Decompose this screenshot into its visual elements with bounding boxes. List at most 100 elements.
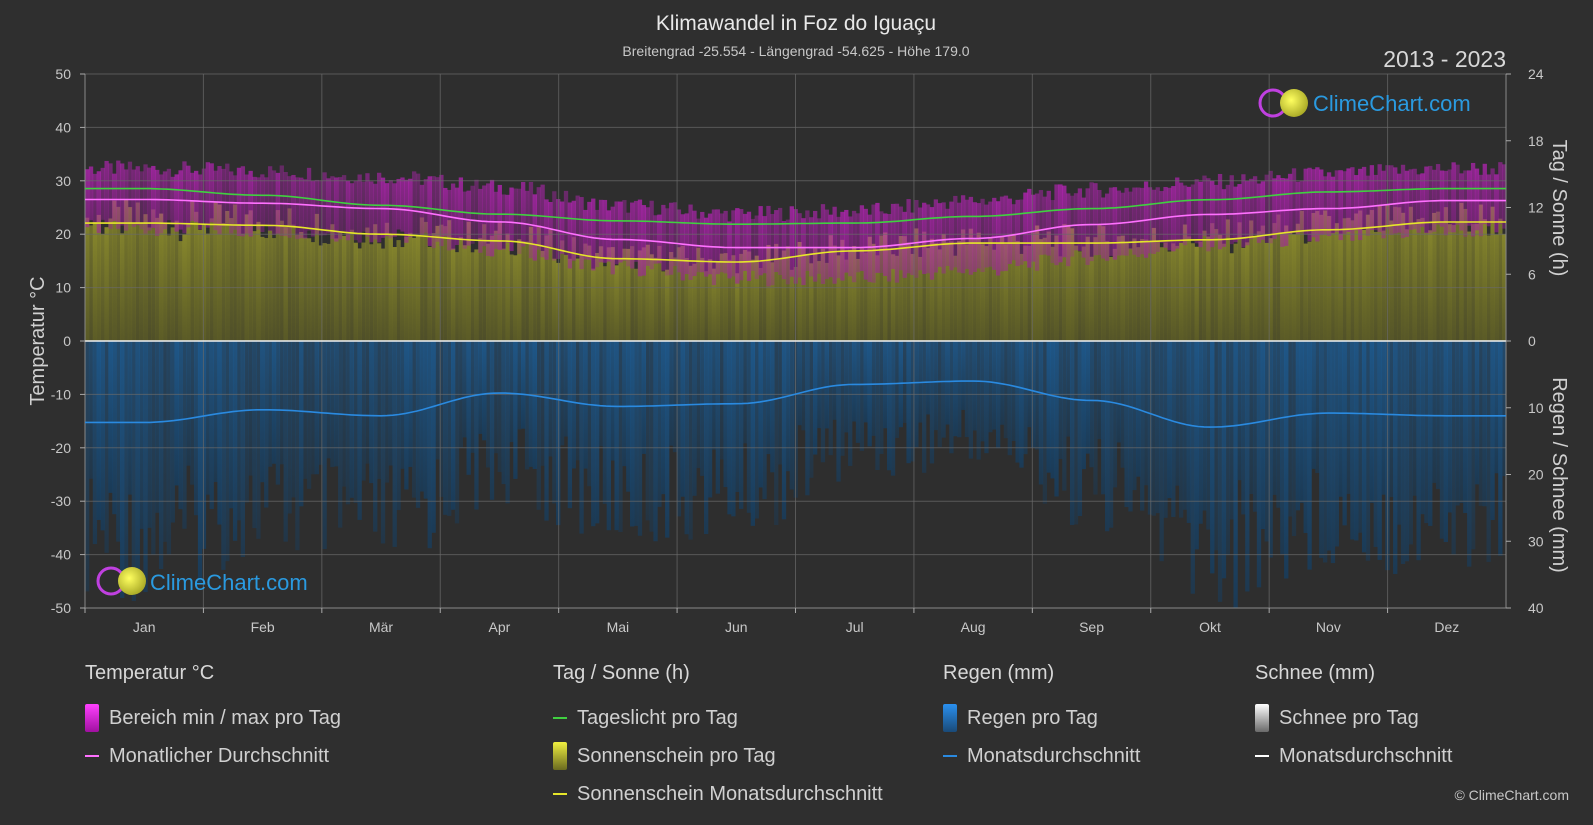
rain-day-bar [1112,341,1118,488]
temp-range-day-bar [883,213,888,276]
rain-day-bar [606,341,611,531]
legend-label: Regen pro Tag [967,706,1098,729]
rain-day-bar [676,341,682,517]
rain-day-bar [1190,341,1195,594]
temp-range-day-bar [236,167,242,236]
sunshine-day-bar [497,222,502,341]
sunshine-day-bar [326,243,331,341]
rain-day-bar [1124,341,1129,508]
sunshine-day-bar [151,209,156,341]
rain-day-bar [1046,341,1051,473]
rain-day-bar [563,341,569,437]
temp-range-day-bar [657,214,662,264]
rain-day-bar [1023,341,1028,455]
temp-range-day-bar [688,204,693,280]
year-range: 2013 - 2023 [1383,46,1506,72]
rain-day-bar [252,341,257,529]
rain-day-bar [1116,341,1121,443]
temp-range-day-bar [1416,174,1421,233]
sunshine-day-bar [174,220,179,341]
sunshine-day-bar [1432,212,1437,341]
rain-day-bar [774,341,779,525]
rain-day-bar [439,341,444,497]
rain-day-bar [665,341,670,538]
rain-day-bar [1159,341,1164,562]
temp-range-day-bar [723,210,728,274]
rain-day-bar [1303,341,1308,534]
rain-day-bar [957,341,962,438]
legend-swatch [943,704,957,732]
right-top-axis-title: Tag / Sonne (h) [1548,140,1570,277]
sunshine-day-bar [376,243,382,341]
temp-range-day-bar [855,213,861,273]
sunshine-day-bar [306,238,312,341]
temp-range-day-bar [1377,164,1382,233]
sunshine-day-bar [474,249,479,341]
sunshine-day-bar [1140,238,1145,341]
rain-day-bar [88,341,94,479]
rain-day-bar [1101,341,1106,495]
legend-title: Schnee (mm) [1255,662,1376,684]
sunshine-day-bar [236,224,242,341]
rain-day-bar [785,341,791,472]
rain-day-bar [626,341,631,492]
sunshine-day-bar [322,243,327,341]
temp-range-day-bar [1365,175,1371,236]
rain-day-bar [306,341,312,489]
sunshine-day-bar [1233,243,1238,341]
rain-day-bar [925,341,931,415]
rain-day-bar [524,341,530,470]
temp-range-day-bar [1412,168,1417,230]
sunshine-day-bar [1023,245,1028,341]
rain-day-bar [984,341,989,454]
sunshine-day-bar [665,269,670,341]
rain-day-bar [1132,341,1137,491]
legend-item: Bereich min / max pro Tag [85,699,341,737]
temp-range-day-bar [571,200,576,261]
temp-range-day-bar [334,177,339,242]
sunshine-day-bar [104,227,109,341]
rain-day-bar [754,341,759,519]
temp-range-day-bar [1498,162,1503,225]
sunshine-day-bar [684,258,689,341]
sunshine-day-bar [910,253,915,341]
sunshine-day-bar [116,206,121,341]
sunshine-day-bar [197,229,203,341]
rain-day-bar [338,341,343,528]
temp-range-day-bar [116,160,121,229]
rain-day-bar [1062,341,1067,491]
rain-day-bar [485,341,491,468]
sunshine-day-bar [1151,227,1157,341]
sunshine-day-bar [1428,230,1433,341]
temp-range-day-bar [450,183,456,250]
rain-day-bar [489,341,495,500]
rain-day-bar [345,341,351,505]
temp-range-day-bar [240,166,246,237]
temp-range-day-bar [1315,167,1320,242]
sunshine-day-bar [330,224,335,341]
sunshine-avg-line [85,221,1506,263]
sunshine-day-bar [229,218,234,341]
sunshine-day-bar [244,214,249,341]
rain-day-bar [633,341,639,526]
temp-range-day-bar [575,195,580,258]
rain-day-bar [1003,341,1009,439]
temp-range-day-bar [1400,164,1406,239]
sunshine-day-bar [540,251,545,341]
rain-day-bar [1389,341,1394,497]
sunshine-day-bar [256,221,261,341]
sunshine-day-bar [960,229,966,341]
rain-day-bar [1408,341,1413,545]
rain-day-bar [334,341,339,467]
sunshine-day-bar [85,217,90,341]
temp-range-day-bar [341,175,347,233]
left-tick-label: -40 [51,547,71,563]
rain-day-bar [1365,341,1371,561]
rain-day-bar [637,341,643,536]
sunshine-day-bar [1182,224,1188,341]
rain-day-bar [777,341,783,465]
sunshine-day-bar [598,246,604,341]
sunshine-day-bar [637,250,643,341]
temp-range-day-bar [949,201,954,271]
temp-range-day-bar [692,210,697,277]
